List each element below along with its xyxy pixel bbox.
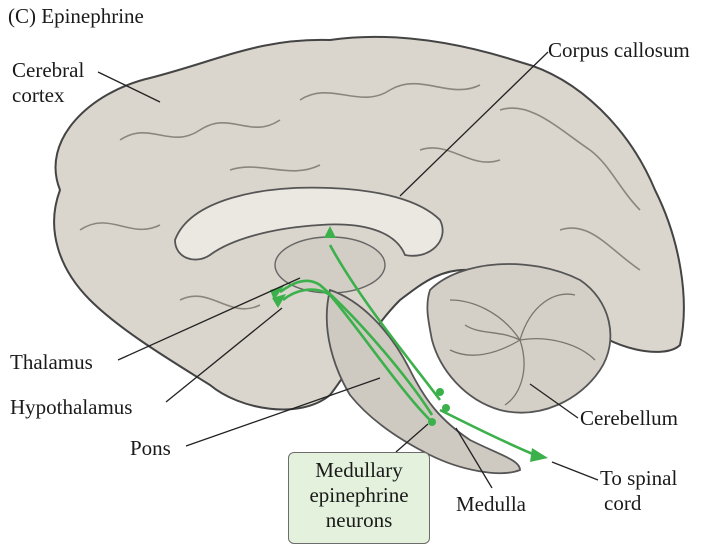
pathway-to-spinal-cord	[439, 408, 536, 457]
leader-spinal-cord	[551, 461, 599, 481]
label-cerebellum: Cerebellum	[580, 406, 678, 430]
leader-cerebellum	[529, 383, 579, 419]
medullary-neurons-box: Medullary epinephrine neurons	[288, 452, 430, 544]
arrowhead-up	[324, 226, 336, 238]
cortical-gyri	[79, 82, 641, 310]
pathway-to-hypothalamus	[282, 288, 431, 421]
pathway-ascending	[328, 244, 442, 401]
label-to-spinal-cord-line2: cord	[604, 491, 642, 515]
panel-title: (C) Epinephrine	[8, 4, 144, 28]
label-corpus-callosum: Corpus callosum	[548, 38, 690, 62]
neuron-cell-bodies	[428, 388, 450, 426]
pathway-to-thalamus	[279, 279, 434, 416]
label-thalamus: Thalamus	[10, 350, 93, 374]
leader-lines	[97, 51, 599, 489]
label-medulla: Medulla	[456, 492, 526, 516]
label-to-spinal-cord-line1: To spinal	[600, 466, 678, 490]
label-cerebral-cortex: Cerebral cortex	[12, 58, 84, 108]
epinephrine-pathway	[279, 244, 536, 457]
leader-pons	[185, 377, 381, 447]
leader-medulla	[455, 427, 493, 489]
pathway-arrowheads	[270, 226, 548, 462]
label-to-spinal-cord: To spinal cord	[600, 466, 677, 516]
label-medullary-line3: neurons	[325, 508, 393, 532]
leader-corpus-callosum	[399, 51, 549, 197]
label-medullary-line2: epinephrine	[309, 483, 409, 507]
label-medullary-line1: Medullary	[315, 458, 403, 482]
arrowhead-spinal	[530, 448, 548, 462]
brainstem-shape	[325, 288, 521, 475]
leader-hypothalamus	[165, 307, 283, 403]
corpus-callosum-shape	[174, 186, 444, 261]
leader-cerebral-cortex	[97, 71, 161, 103]
cerebellum-folia	[449, 293, 596, 406]
label-pons: Pons	[130, 436, 171, 460]
label-cerebral-cortex-line1: Cerebral	[12, 58, 85, 82]
leader-neurons	[395, 423, 429, 453]
label-hypothalamus: Hypothalamus	[10, 395, 133, 419]
leader-thalamus	[117, 277, 301, 361]
label-cerebral-cortex-line2: cortex	[12, 83, 65, 107]
